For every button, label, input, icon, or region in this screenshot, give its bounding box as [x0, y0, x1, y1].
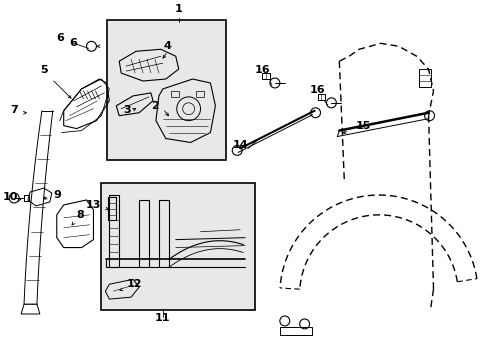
Text: 3: 3 [123, 105, 131, 115]
Text: 16: 16 [309, 85, 325, 95]
Bar [262, 73, 269, 79]
Bar [24, 195, 29, 201]
Text: 16: 16 [254, 65, 269, 75]
Text: 5: 5 [40, 65, 48, 75]
Text: 9: 9 [54, 190, 61, 200]
Bar [101, 183, 255, 310]
Bar [107, 19, 226, 160]
Bar [195, 91, 203, 97]
Text: 8: 8 [77, 210, 84, 220]
Bar [279, 327, 311, 335]
Text: 2: 2 [151, 101, 159, 111]
Text: 12: 12 [127, 279, 142, 289]
Text: 13: 13 [86, 200, 101, 210]
Text: 7: 7 [10, 105, 18, 115]
Text: 6: 6 [70, 38, 78, 48]
Text: 4: 4 [163, 41, 171, 51]
Text: 14: 14 [232, 140, 247, 150]
Text: 10: 10 [2, 192, 18, 202]
Text: 1: 1 [175, 4, 182, 14]
Text: 11: 11 [155, 313, 170, 323]
Text: 15: 15 [354, 121, 370, 131]
Bar [418, 69, 429, 87]
Bar [317, 94, 325, 100]
Text: 6: 6 [56, 33, 63, 43]
Bar [170, 91, 178, 97]
